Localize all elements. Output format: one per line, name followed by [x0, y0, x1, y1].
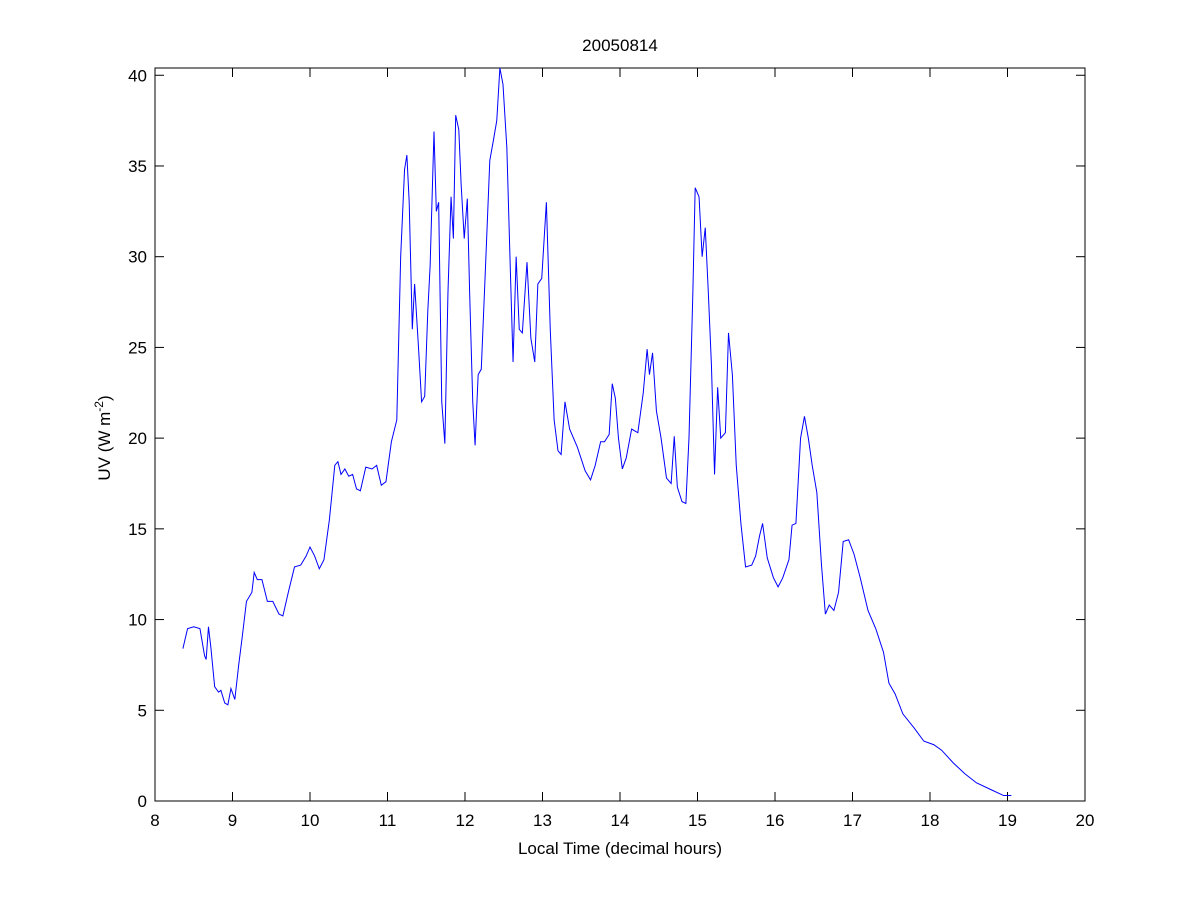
x-tick-label: 10 — [301, 811, 320, 830]
y-tick-label: 5 — [138, 701, 147, 720]
x-tick-label: 13 — [533, 811, 552, 830]
x-tick-label: 12 — [456, 811, 475, 830]
x-tick-label: 18 — [921, 811, 940, 830]
y-tick-label: 0 — [138, 792, 147, 811]
chart-title: 20050814 — [582, 36, 658, 55]
y-tick-label: 15 — [128, 520, 147, 539]
x-axis-label: Local Time (decimal hours) — [518, 839, 722, 858]
x-tick-label: 11 — [379, 811, 397, 830]
y-label-end: ) — [95, 395, 114, 401]
y-tick-label: 20 — [128, 429, 147, 448]
x-tick-label: 20 — [1076, 811, 1095, 830]
y-tick-label: 10 — [128, 611, 147, 630]
x-tick-label: 14 — [611, 811, 630, 830]
y-label-text: UV (W m — [95, 412, 114, 481]
x-tick-label: 19 — [998, 811, 1017, 830]
x-tick-label: 8 — [150, 811, 159, 830]
y-tick-label: 30 — [128, 248, 147, 267]
y-tick-label: 40 — [128, 66, 147, 85]
x-tick-label: 9 — [228, 811, 237, 830]
y-tick-label: 35 — [128, 157, 147, 176]
y-label-sup: -2 — [92, 401, 106, 412]
x-tick-label: 15 — [688, 811, 707, 830]
x-tick-label: 17 — [843, 811, 862, 830]
y-tick-label: 25 — [128, 338, 147, 357]
x-tick-label: 16 — [766, 811, 785, 830]
data-line — [182, 67, 1012, 797]
plot-area — [154, 67, 1086, 802]
y-axis-label: UV (W m-2) — [92, 395, 114, 480]
